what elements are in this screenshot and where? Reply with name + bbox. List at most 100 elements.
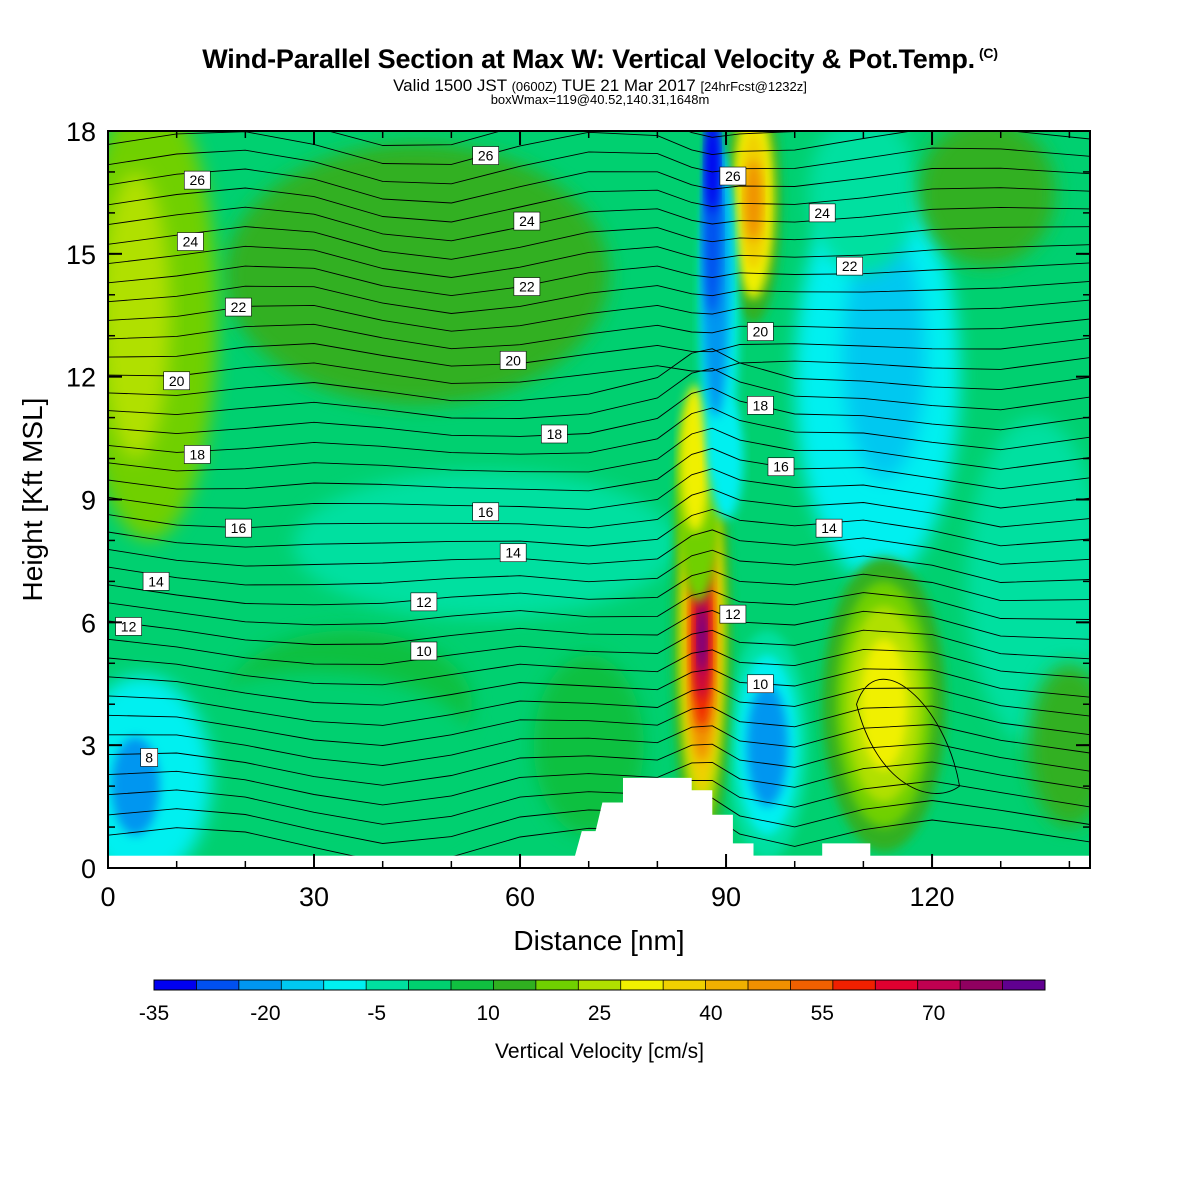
contour-label-box <box>541 424 568 444</box>
theta-contour <box>108 407 1090 455</box>
colorbar-swatch <box>493 980 537 990</box>
theta-contour <box>108 167 1090 204</box>
contour-label-box <box>499 543 527 563</box>
contour-label-box <box>719 166 747 186</box>
contour-label-text: 24 <box>519 213 535 229</box>
theta-contour <box>108 509 1090 548</box>
contour-label: 14 <box>815 518 843 538</box>
contour-label-box <box>142 572 170 591</box>
contour-label-text: 16 <box>773 459 789 475</box>
cell-1-2 <box>746 683 788 807</box>
theta-contour <box>108 337 1090 367</box>
colorbar-swatch <box>323 980 367 990</box>
x-axis-label: Distance [nm] <box>513 925 684 956</box>
terrain-profile <box>574 777 871 868</box>
contour-label: 20 <box>499 350 527 370</box>
contour-label-box <box>225 297 252 317</box>
x-tick-label: 90 <box>711 882 741 912</box>
cell-0-3 <box>859 638 909 770</box>
contour-label-box <box>410 592 438 612</box>
axes: 0 30 60 90 120 0 3 6 9 12 15 18 Distance [nm] Height … <box>17 117 1090 956</box>
colorbar-swatch <box>578 980 622 990</box>
theta-contour <box>108 549 1090 586</box>
contour-label: 10 <box>410 641 438 661</box>
contour-label-text: 18 <box>189 446 205 462</box>
theta-contour <box>108 318 1090 350</box>
contour-label: 18 <box>183 445 211 464</box>
field-zone-10 <box>808 131 919 275</box>
colorbar-swatch <box>705 980 749 990</box>
contour-label-box <box>719 604 747 624</box>
theta-contour <box>108 648 1090 686</box>
contour-label-text: 12 <box>725 606 741 622</box>
theta-contour <box>108 367 1090 419</box>
contour-label: 18 <box>541 424 568 444</box>
contour-label-box <box>767 457 795 477</box>
colorbar-swatch <box>790 980 834 990</box>
colorbar-tick-label: 10 <box>476 1002 499 1025</box>
contour-label-text: 20 <box>505 352 521 368</box>
contour-label: 20 <box>163 371 190 391</box>
theta-contour <box>108 262 1090 297</box>
contour-label-text: 22 <box>519 279 535 295</box>
potential-temperature-contours <box>108 131 1090 863</box>
colorbar-swatch <box>748 980 791 990</box>
contour-label: 16 <box>472 502 499 522</box>
updraft-core-6 <box>697 605 707 672</box>
contour-label-text: 22 <box>842 258 858 274</box>
theta-contour <box>108 687 1090 726</box>
contour-label-box <box>747 322 774 341</box>
contour-label-text: 14 <box>505 545 521 561</box>
contour-label-box <box>513 211 541 231</box>
chart-subtitle: Valid 1500 JST (0600Z) TUE 21 Mar 2017 [… <box>0 76 1200 96</box>
contour-label-box <box>472 502 499 522</box>
contour-label: 10 <box>747 674 774 694</box>
theta-contour <box>108 280 1090 314</box>
theta-contour-closed <box>856 679 961 794</box>
downdraft-4 <box>705 131 720 213</box>
cell-3-3 <box>745 159 762 242</box>
y-tick-label: 9 <box>81 486 96 516</box>
theta-contour <box>108 570 1090 606</box>
y-tick-label: 3 <box>81 731 96 761</box>
theta-contour <box>108 299 1090 332</box>
contour-label-box <box>115 617 142 636</box>
field-zone-13 <box>1028 663 1090 828</box>
contour-label-text: 20 <box>753 324 769 340</box>
colorbar-swatch <box>917 980 961 990</box>
contour-label-text: 20 <box>169 373 185 389</box>
colorbar-swatch <box>832 980 876 990</box>
theta-contour <box>108 427 1090 473</box>
theta-contour <box>108 629 1090 665</box>
contour-label: 16 <box>767 457 795 477</box>
contour-label-text: 18 <box>547 426 563 442</box>
field-zone-2 <box>108 171 170 459</box>
colorbar-swatch <box>408 980 452 990</box>
contour-label: 24 <box>513 211 541 231</box>
theta-contour <box>108 724 1090 766</box>
contour-label-text: 14 <box>148 573 164 589</box>
contour-label: 24 <box>177 232 204 251</box>
field-zone-4 <box>533 655 644 836</box>
contour-label-box <box>225 518 252 538</box>
contour-label-text: 14 <box>821 520 837 536</box>
colorbar-swatch <box>875 980 919 990</box>
contour-label-box <box>140 748 159 767</box>
colorbar-tick-label: -35 <box>139 1002 169 1025</box>
colorbar-tick-label: 40 <box>699 1002 722 1025</box>
contour-label-text: 16 <box>478 504 494 520</box>
contour-label-box <box>163 371 190 391</box>
y-axis-label: Height [Kft MSL] <box>17 398 48 602</box>
field-zone-5 <box>293 470 678 619</box>
chart-info: boxWmax=119@40.52,140.31,1648m <box>490 92 710 107</box>
contour-label-text: 26 <box>189 172 205 188</box>
y-tick-label: 12 <box>66 363 96 393</box>
contour-label: 8 <box>140 748 159 767</box>
contour-label-text: 12 <box>416 594 432 610</box>
contour-labels: 26 24 22 20 18 16 14 12 8 26 24 22 20 18 16 14 12 10 26 24 2… <box>115 146 863 767</box>
contour-label: 22 <box>836 256 863 276</box>
x-tick-label: 0 <box>100 882 115 912</box>
subtitle-forecast: [24hrFcst@1232z] <box>700 79 807 94</box>
theta-contour <box>108 488 1090 529</box>
